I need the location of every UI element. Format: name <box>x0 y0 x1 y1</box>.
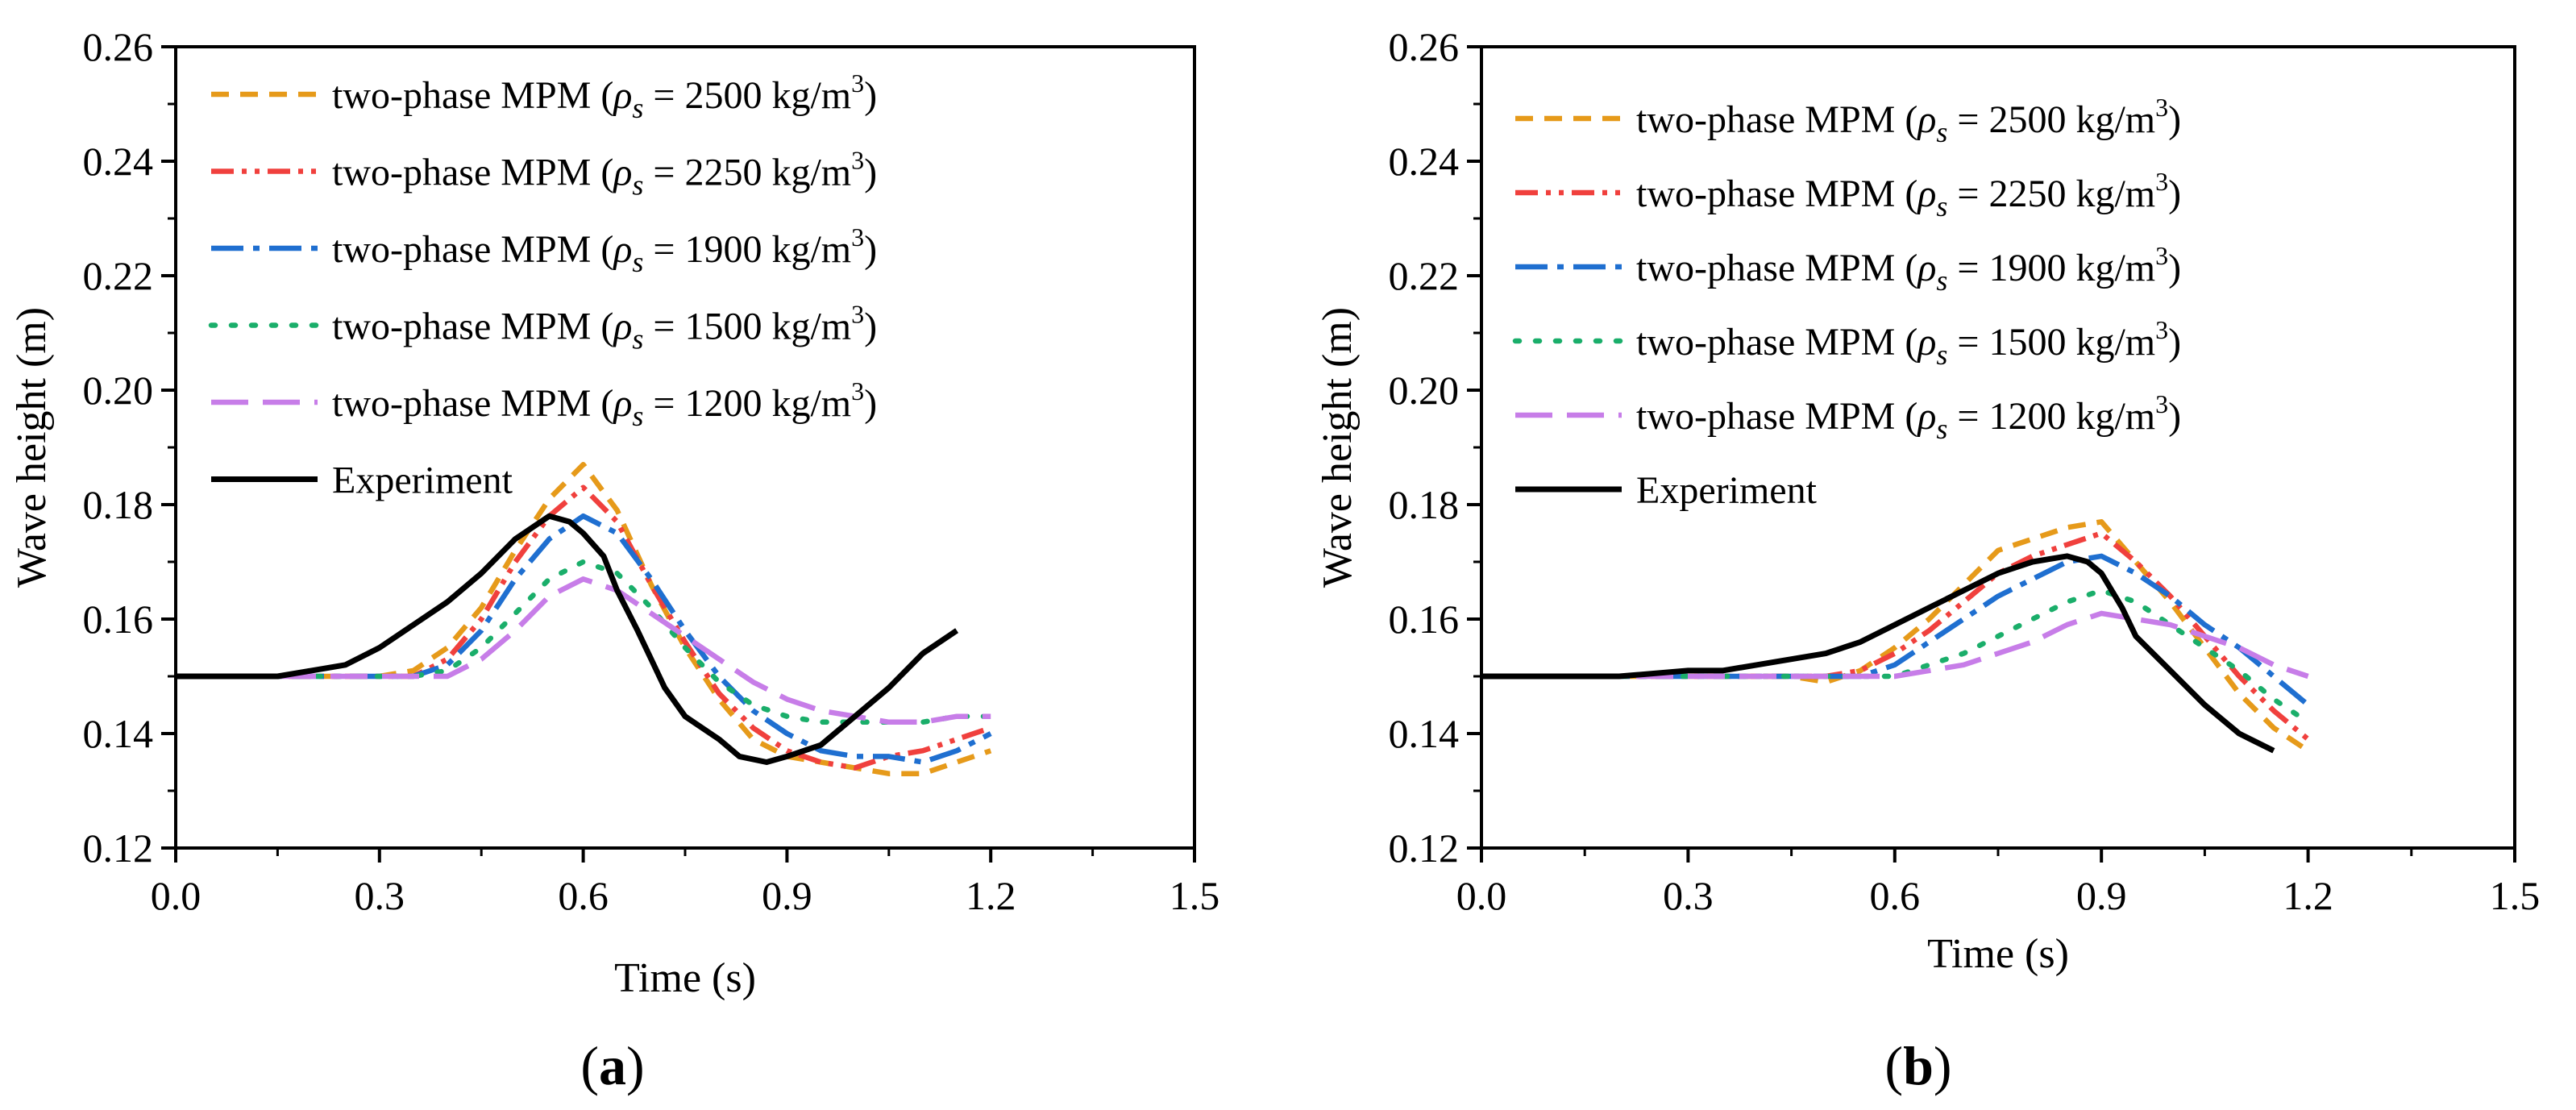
plot-frame <box>1480 45 2516 850</box>
x-tick-label: 0.3 <box>355 873 405 918</box>
y-tick-label: 0.18 <box>1389 482 1460 527</box>
legend: two-phase MPM (ρs = 2500 kg/m3) two-phase… <box>1512 93 2181 512</box>
series-line-0 <box>176 462 992 776</box>
x-axis-title: Time (s) <box>614 955 756 1001</box>
x-tick-label: 0.0 <box>1456 873 1507 918</box>
x-tick-label: 0.6 <box>1870 873 1921 918</box>
series-line-2 <box>176 513 992 765</box>
series-line-5 <box>1481 553 2275 754</box>
series-line-3 <box>1481 588 2311 725</box>
y-tick-label: 0.22 <box>1389 253 1460 298</box>
x-tick-label: 0.6 <box>558 873 609 918</box>
series-line-4 <box>176 576 991 725</box>
legend-label-2: two-phase MPM (ρs = 1900 kg/m3) <box>332 222 877 278</box>
series-line-1 <box>1481 530 2310 742</box>
panel-label: (a) <box>580 1035 644 1096</box>
series-line-1 <box>176 484 992 771</box>
x-tick-label: 1.5 <box>1170 873 1220 918</box>
y-tick-label: 0.20 <box>1389 368 1460 413</box>
legend-label-1: two-phase MPM (ρs = 2250 kg/m3) <box>1636 167 2181 222</box>
x-tick-label: 1.2 <box>2283 873 2333 918</box>
legend-label-4: two-phase MPM (ρs = 1200 kg/m3) <box>1636 389 2181 445</box>
y-tick-label: 0.26 <box>83 24 154 69</box>
panel-label: (b) <box>1884 1035 1951 1096</box>
legend-label-5: Experiment <box>1636 469 1818 512</box>
series-line-5 <box>176 513 959 765</box>
panel-b-chart: 0.0 0.3 0.6 0.9 1.2 1.5 0.12 0.14 0.16 0.18 0.20 0.… <box>1315 24 2540 1096</box>
y-tick-label: 0.20 <box>83 368 154 413</box>
y-tick-label: 0.12 <box>83 825 154 871</box>
y-tick-label: 0.24 <box>83 139 154 184</box>
legend-label-5: Experiment <box>332 459 513 502</box>
legend-label-2: two-phase MPM (ρs = 1900 kg/m3) <box>1636 241 2181 297</box>
x-tick-label: 0.0 <box>151 873 202 918</box>
panel-a-chart: 0.0 0.3 0.6 0.9 1.2 1.5 0.12 0.14 0.16 0.18 0.20 0.… <box>9 24 1219 1096</box>
legend-label-0: two-phase MPM (ρs = 2500 kg/m3) <box>1636 93 2181 148</box>
x-tick-label: 0.9 <box>762 873 812 918</box>
series-line-0 <box>1481 519 2310 754</box>
series-line-3 <box>176 559 994 725</box>
y-axis-title: Wave height (m) <box>1315 307 1361 588</box>
x-tick-label: 1.5 <box>2490 873 2541 918</box>
legend-label-1: two-phase MPM (ρs = 2250 kg/m3) <box>332 146 877 202</box>
y-tick-label: 0.16 <box>83 597 154 642</box>
legend-label-3: two-phase MPM (ρs = 1500 kg/m3) <box>1636 315 2181 371</box>
y-axis-title: Wave height (m) <box>9 307 55 588</box>
y-tick-label: 0.14 <box>83 711 154 756</box>
x-axis-title: Time (s) <box>1927 931 2069 977</box>
legend-label-4: two-phase MPM (ρs = 1200 kg/m3) <box>332 376 877 432</box>
y-tick-label: 0.26 <box>1389 24 1460 69</box>
y-tick-label: 0.18 <box>83 482 154 527</box>
plot-area <box>1481 519 2311 754</box>
x-tick-label: 0.9 <box>2076 873 2127 918</box>
y-tick-label: 0.22 <box>83 253 154 298</box>
legend: two-phase MPM (ρs = 2500 kg/m3) two-phase… <box>208 69 877 502</box>
y-tick-label: 0.12 <box>1389 825 1460 871</box>
legend-label-0: two-phase MPM (ρs = 2500 kg/m3) <box>332 69 877 124</box>
x-tick-label: 1.2 <box>966 873 1016 918</box>
y-tick-label: 0.14 <box>1389 711 1460 756</box>
plot-area <box>176 462 994 776</box>
y-tick-label: 0.24 <box>1389 139 1460 184</box>
series-line-2 <box>1481 553 2310 707</box>
legend-label-3: two-phase MPM (ρs = 1500 kg/m3) <box>332 300 877 355</box>
y-tick-label: 0.16 <box>1389 597 1460 642</box>
x-tick-label: 0.3 <box>1663 873 1714 918</box>
